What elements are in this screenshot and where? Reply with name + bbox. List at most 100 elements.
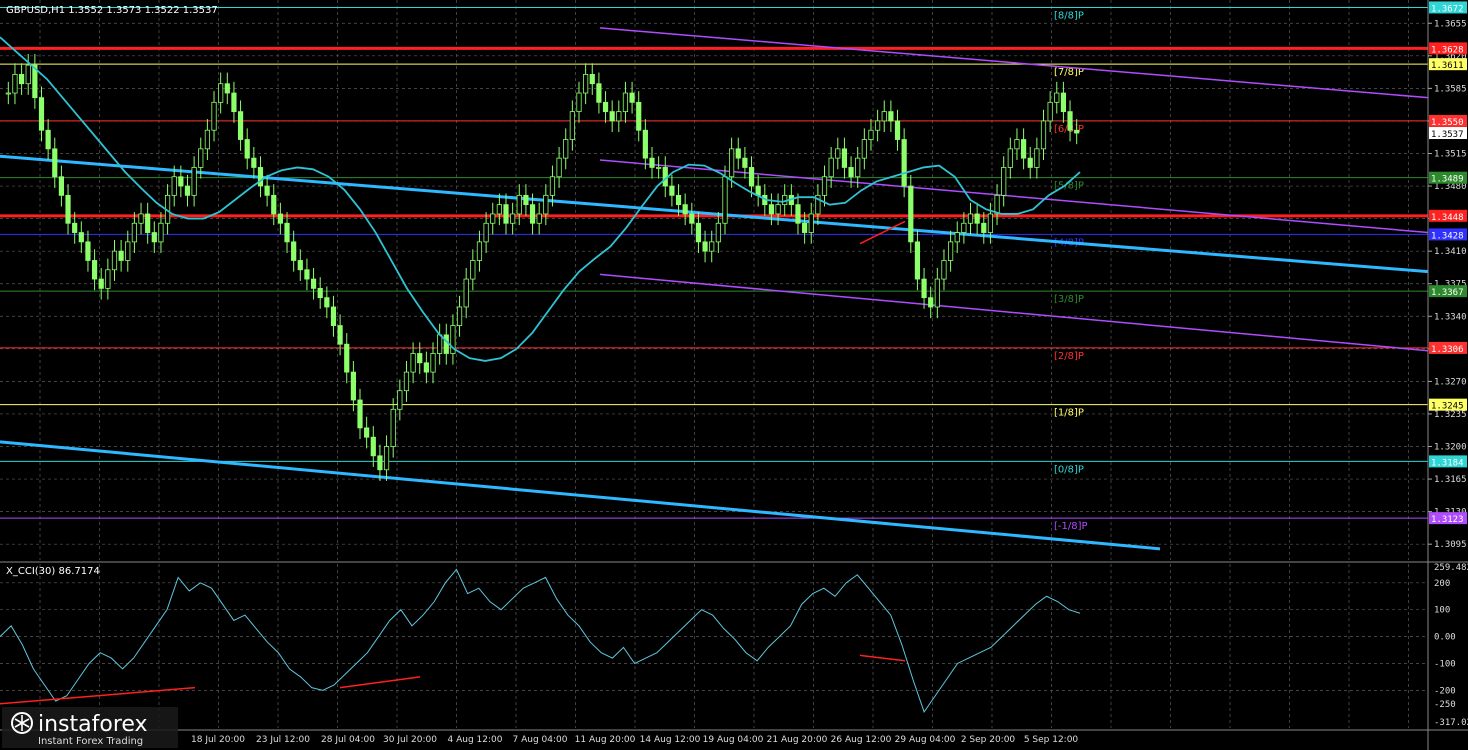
watermark-brand: instaforex <box>38 712 148 737</box>
candle-body <box>835 148 841 159</box>
candle-body <box>894 120 901 140</box>
candle-body <box>397 390 403 410</box>
candle-body <box>271 194 277 215</box>
cci-line <box>0 568 1081 713</box>
candle-body <box>125 241 131 261</box>
price-tag-box <box>1429 171 1467 184</box>
instaforex-logo-icon <box>11 712 33 734</box>
candle-body <box>536 213 542 224</box>
candle-body <box>224 83 230 94</box>
trend-channels <box>0 27 1429 551</box>
candle-body <box>443 334 449 354</box>
price-tag-box <box>1429 114 1467 127</box>
purple-channel-mid <box>599 159 1429 234</box>
cci-header: X_CCI(30) 86.7174 <box>6 566 100 577</box>
cci-tick-label: -317.0216 <box>1434 718 1468 728</box>
symbol-header: GBPUSD,H1 1.3552 1.3573 1.3522 1.3537 <box>6 5 218 16</box>
channel-line-upper <box>0 154 1429 274</box>
candle-body <box>98 278 104 289</box>
price-tag-box <box>1429 512 1467 525</box>
x-tick-label: 30 Jul 20:00 <box>383 735 437 745</box>
x-tick-label: 18 Jul 20:00 <box>191 735 245 745</box>
candle-body <box>888 111 894 122</box>
candle-body <box>609 111 615 122</box>
candle-body <box>105 269 111 289</box>
candle-body <box>357 399 363 429</box>
murrey-level-label: [8/8]P <box>1054 10 1084 21</box>
candle-body <box>85 241 91 261</box>
candle-body <box>244 139 250 159</box>
candle-body <box>337 325 343 345</box>
candle-body <box>795 204 801 224</box>
candle-body <box>503 204 509 224</box>
candle-body <box>18 74 25 85</box>
candle-body <box>715 222 721 243</box>
candle-body <box>251 157 257 168</box>
cci-tick-label: 200 <box>1434 579 1450 589</box>
candle-body <box>543 194 549 215</box>
y-tick-label: 1.3340 <box>1434 312 1467 322</box>
candle-body <box>12 74 18 94</box>
purple-channel-top <box>599 27 1429 99</box>
candle-body <box>490 213 496 224</box>
cci-tick-label: -250 <box>1434 700 1456 710</box>
murrey-level-label: [2/8]P <box>1054 351 1084 362</box>
candle-body <box>576 92 582 113</box>
price-tag-text: 1.3448 <box>1431 213 1464 223</box>
candle-body <box>25 64 31 85</box>
candle-body <box>423 362 429 373</box>
candle-body <box>330 306 337 326</box>
candle-body <box>629 92 635 103</box>
x-tick-label: 4 Aug 12:00 <box>448 735 503 745</box>
candle-body <box>1020 139 1027 159</box>
murrey-level-label: [7/8]P <box>1054 67 1084 78</box>
candle-body <box>967 213 974 224</box>
candle-body <box>1067 111 1073 131</box>
cci-tick-label: -100 <box>1434 659 1456 669</box>
candle-body <box>52 148 58 178</box>
candle-body <box>184 185 191 196</box>
current-price-tag-box <box>1429 127 1467 140</box>
candle-body <box>656 167 662 169</box>
candle-body <box>1001 167 1007 196</box>
cci-tick-label: 100 <box>1434 606 1450 616</box>
candle-body <box>403 371 410 392</box>
price-tag-text: 1.3611 <box>1431 61 1464 71</box>
candle-body <box>145 213 151 233</box>
divergence-line <box>859 220 906 245</box>
candle-body <box>556 157 562 178</box>
candle-body <box>1007 148 1013 168</box>
y-tick-label: 1.3655 <box>1434 19 1467 29</box>
watermark-tagline: Instant Forex Trading <box>38 736 143 747</box>
candle-body <box>483 222 489 243</box>
candle-body <box>841 148 848 168</box>
watermark: instaforex Instant Forex Trading <box>2 707 178 748</box>
cci-divergence-line <box>859 654 906 662</box>
candle-body <box>529 204 536 224</box>
candle-body <box>523 194 529 206</box>
candle-body <box>616 111 622 122</box>
murrey-level-label: [-1/8]P <box>1054 521 1088 532</box>
candle-body <box>742 157 748 168</box>
price-tag-text: 1.3672 <box>1431 4 1464 14</box>
y-tick-label: 1.3410 <box>1434 247 1467 257</box>
candle-body <box>297 260 303 271</box>
x-tick-label: 2 Sep 20:00 <box>961 735 1016 745</box>
candle-body <box>198 148 204 168</box>
candle-body <box>848 167 854 178</box>
price-tag-text: 1.3184 <box>1431 458 1464 468</box>
murrey-level-label: [5/8]P <box>1054 181 1084 192</box>
x-tick-label: 11 Aug 20:00 <box>575 735 636 745</box>
murrey-level-label: [1/8]P <box>1054 408 1084 419</box>
candle-body <box>410 353 416 373</box>
candle-body <box>583 74 589 94</box>
price-tag-text: 1.3123 <box>1431 515 1464 525</box>
candle-body <box>284 222 290 243</box>
y-tick-label: 1.3095 <box>1434 540 1467 550</box>
candle-body <box>470 260 476 280</box>
candle-body <box>1014 139 1020 150</box>
murrey-levels: [8/8]P[7/8]P[6/8]P[5/8]P[4/8]P[3/8]P[2/8… <box>0 6 1428 532</box>
candle-body <box>669 185 675 196</box>
candle-body <box>510 213 516 224</box>
